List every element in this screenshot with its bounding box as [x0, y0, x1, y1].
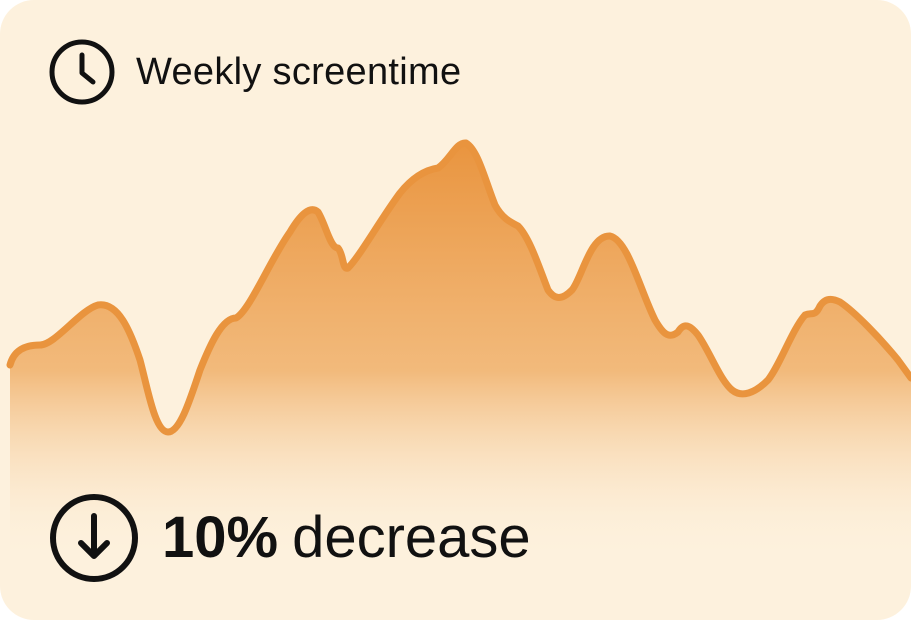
- stat-value: 10%: [162, 505, 279, 570]
- chart-line: [6, 139, 911, 436]
- arrow-down-circle-icon: [50, 494, 138, 582]
- stat-text: 10% decrease: [162, 509, 531, 567]
- chart-area-fill: [10, 142, 911, 620]
- clock-icon: [49, 39, 115, 105]
- card-header: Weekly screentime: [48, 38, 461, 106]
- stat-label: decrease: [292, 505, 531, 570]
- stat-summary: 10% decrease: [48, 492, 531, 584]
- card-title: Weekly screentime: [136, 50, 462, 93]
